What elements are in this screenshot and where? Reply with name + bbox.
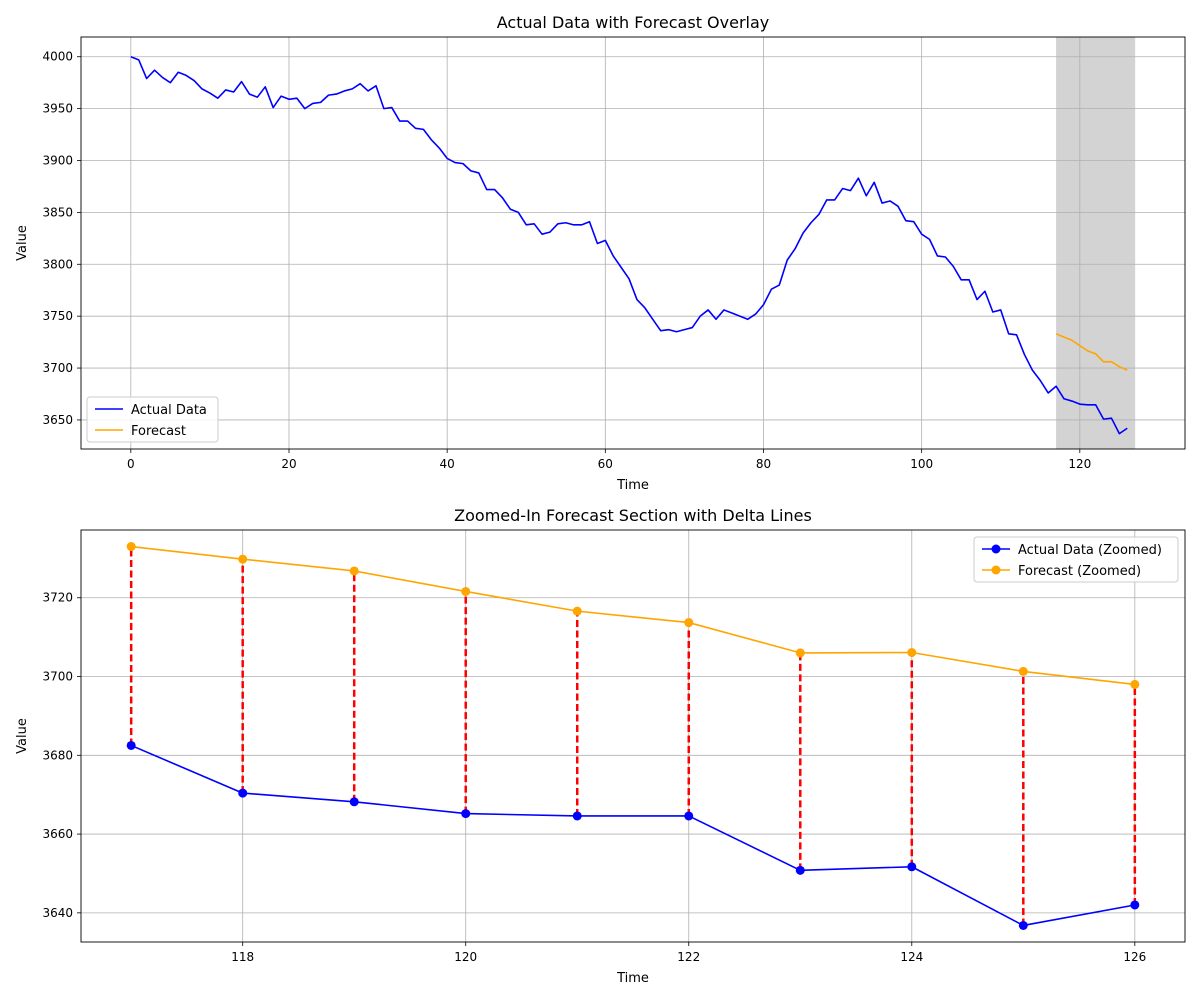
plot-marks [130, 55, 1128, 435]
y-tick-label: 3660 [42, 827, 73, 841]
data-point [238, 788, 248, 798]
data-point [461, 586, 471, 596]
y-tick-label: 3720 [42, 591, 73, 605]
x-tick-label: 60 [598, 457, 613, 471]
x-tick-label: 124 [900, 950, 923, 964]
data-point [907, 647, 917, 657]
y-tick-label: 3900 [42, 153, 73, 167]
data-point [684, 811, 694, 821]
plot-area [81, 37, 1185, 449]
data-point [126, 740, 136, 750]
x-tick-label: 122 [677, 950, 700, 964]
data-point [461, 809, 471, 819]
data-point [795, 648, 805, 658]
legend-label: Forecast [131, 424, 186, 439]
y-axis-label: Value [15, 718, 30, 754]
axes-frame [80, 36, 1186, 450]
chart-1: 0 20 40 60 80 100 120 3650 3700 3750 3800 3850 3900 3… [15, 13, 1186, 493]
x-axis-label: Time [616, 971, 649, 986]
x-tick-label: 20 [281, 457, 296, 471]
data-point [349, 566, 359, 576]
data-point [795, 865, 805, 875]
plot-marks [126, 542, 1140, 930]
series-line-actual [130, 744, 1135, 927]
y-tick-label: 3800 [42, 257, 73, 271]
y-tick-label: 4000 [42, 50, 73, 64]
legend-label: Actual Data (Zoomed) [1018, 543, 1162, 558]
x-tick-label: 0 [127, 457, 135, 471]
data-point [1018, 666, 1028, 676]
forecast-highlight-span [1056, 37, 1136, 449]
data-point [907, 862, 917, 872]
y-tick-label: 3700 [42, 361, 73, 375]
y-tick-label: 3700 [42, 670, 73, 684]
data-point [1130, 679, 1140, 689]
x-tick-label: 120 [1068, 457, 1091, 471]
legend-box [973, 536, 1179, 583]
series-line-forecast [1055, 333, 1128, 371]
data-point [572, 811, 582, 821]
y-tick-label: 3650 [42, 413, 73, 427]
x-tick-label: 120 [454, 950, 477, 964]
series-line-forecast [131, 545, 1135, 686]
legend: Actual Data (Zoomed) Forecast (Zoomed) [973, 536, 1179, 583]
y-tick-label: 3680 [42, 748, 73, 762]
x-tick-label: 40 [440, 457, 455, 471]
chart-title: Actual Data with Forecast Overlay [497, 13, 770, 32]
x-axis-label: Time [616, 478, 649, 493]
data-point [126, 542, 136, 552]
data-point [349, 797, 359, 807]
plot-area [81, 530, 1185, 942]
legend-label: Forecast (Zoomed) [1018, 564, 1141, 579]
data-point [1130, 900, 1140, 910]
data-point [1018, 920, 1028, 930]
legend-swatch-marker [991, 544, 1001, 554]
axes-frame [80, 529, 1186, 943]
legend-label: Actual Data [131, 403, 207, 418]
x-tick-label: 118 [231, 950, 254, 964]
x-tick-label: 80 [756, 457, 771, 471]
y-tick-label: 3750 [42, 309, 73, 323]
data-point [684, 618, 694, 628]
y-tick-label: 3950 [42, 102, 73, 116]
data-point [238, 554, 248, 564]
y-axis-label: Value [15, 225, 30, 261]
legend-swatch-marker [991, 565, 1001, 575]
y-tick-label: 3640 [42, 906, 73, 920]
series-line-actual [130, 55, 1128, 435]
x-tick-label: 126 [1123, 950, 1146, 964]
chart-2: 118 120 122 124 126 3640 3660 3680 3700 3720 Zoome… [15, 506, 1186, 986]
legend: Actual Data Forecast [86, 396, 219, 443]
chart-title: Zoomed-In Forecast Section with Delta Li… [454, 506, 812, 525]
data-point [572, 606, 582, 616]
x-tick-label: 100 [910, 457, 933, 471]
y-tick-label: 3850 [42, 205, 73, 219]
